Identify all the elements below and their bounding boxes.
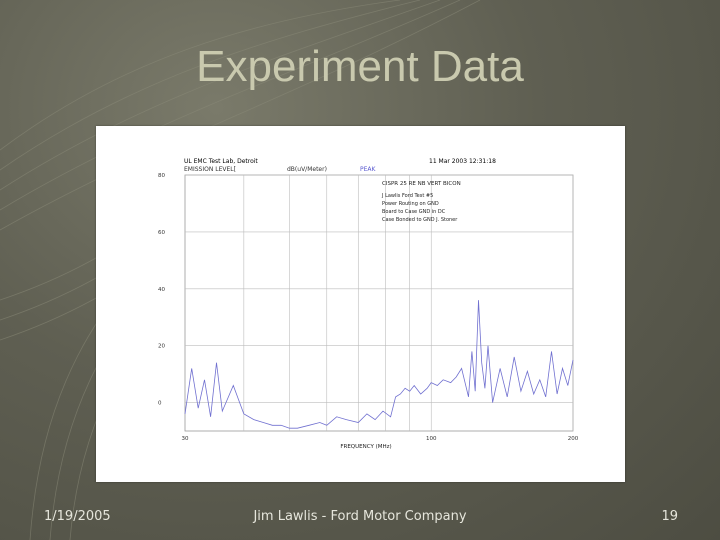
slide-title: Experiment Data <box>196 42 524 91</box>
note-line: Case Bonded to GND J. Stoner <box>382 217 458 223</box>
header-lab: UL EMC Test Lab, Detroit <box>184 158 258 165</box>
y-tick-label: 40 <box>158 287 165 293</box>
footer-date: 1/19/2005 <box>44 509 111 524</box>
header-detector: PEAK <box>360 166 377 173</box>
header-unit: dB(uV/Meter) <box>287 166 327 173</box>
x-tick-label: 30 <box>182 436 189 442</box>
experiment-plot-image: UL EMC Test Lab, Detroit EMISSION LEVEL[… <box>96 126 625 482</box>
y-tick-label: 0 <box>158 401 162 407</box>
note-line: Board to Case GND in DC <box>382 209 446 215</box>
emission-plot: UL EMC Test Lab, Detroit EMISSION LEVEL[… <box>158 158 579 450</box>
note-line: CISPR 25 RE NB VERT BICON <box>382 181 461 187</box>
x-tick-labels: 30 100 200 <box>182 436 579 442</box>
emission-trace <box>184 300 574 429</box>
note-line: Power Routing on GND <box>382 201 439 207</box>
header-level: EMISSION LEVEL[ <box>184 166 236 173</box>
x-axis-label: FREQUENCY (MHz) <box>340 444 391 450</box>
y-tick-label: 60 <box>158 230 165 236</box>
note-line: J Lawlis Ford Test #5 <box>381 193 433 199</box>
page-number: 19 <box>661 509 678 524</box>
y-tick-label: 20 <box>158 344 165 350</box>
x-tick-label: 100 <box>426 436 437 442</box>
notes-box: CISPR 25 RE NB VERT BICON J Lawlis Ford … <box>381 181 461 223</box>
grid-lines <box>185 174 574 431</box>
plot-area <box>184 174 574 432</box>
y-tick-label: 80 <box>158 173 165 179</box>
y-tick-labels: 80 60 40 20 0 <box>158 173 165 407</box>
x-tick-label: 200 <box>568 436 579 442</box>
footer-presenter: Jim Lawlis - Ford Motor Company <box>253 509 467 524</box>
header-date: 11 Mar 2003 12:31:18 <box>429 158 496 165</box>
